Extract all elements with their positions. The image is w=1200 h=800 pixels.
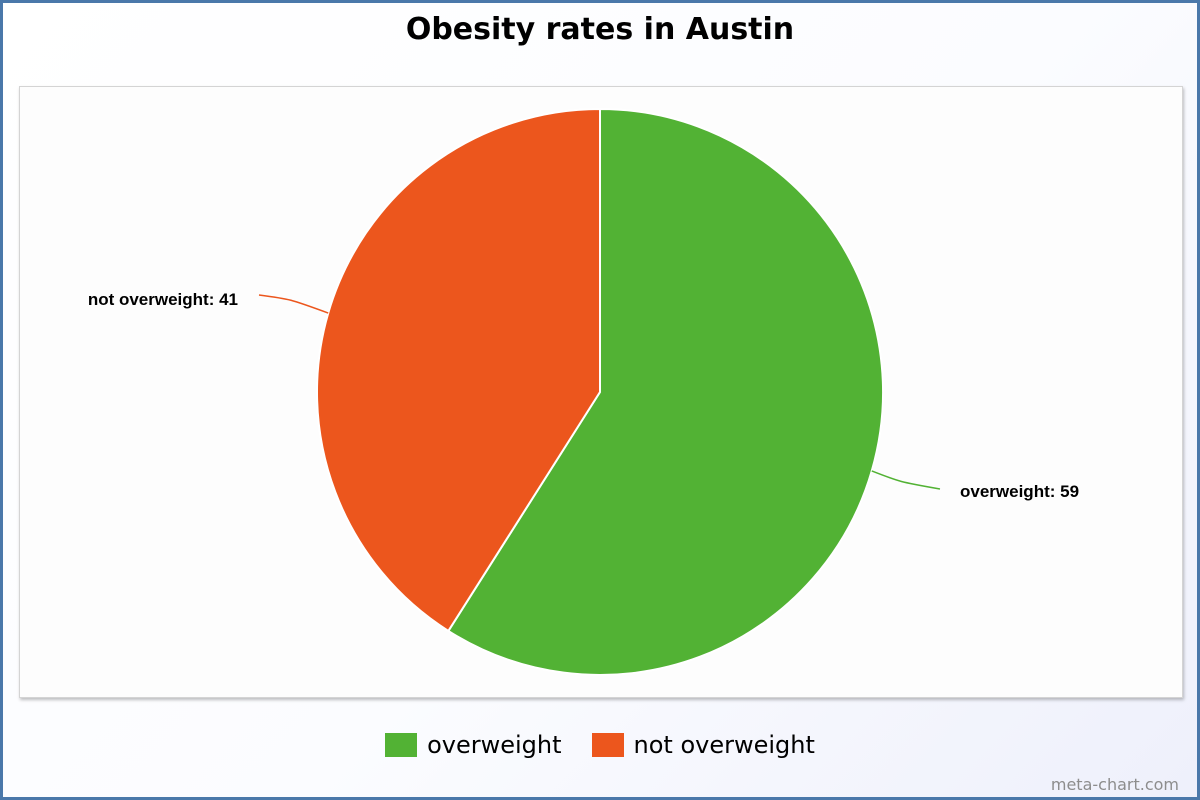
legend-swatch-overweight [385,733,418,757]
legend-label-not-overweight: not overweight [633,731,815,759]
legend-label-overweight: overweight [427,731,562,759]
pie-slice-not-overweight[interactable] [316,108,601,632]
watermark[interactable]: meta-chart.com [1050,775,1179,794]
label-connector-overweight [871,470,941,490]
legend-swatch-not-overweight [591,733,624,757]
legend-item-overweight[interactable]: overweight [385,731,562,759]
pie-slice-overweight[interactable] [447,108,884,676]
data-label-not-overweight: not overweight: 41 [88,290,238,309]
legend: overweight not overweight [0,731,1200,759]
legend-item-not-overweight[interactable]: not overweight [591,731,815,759]
chart-title: Obesity rates in Austin [405,12,795,47]
label-connector-not-overweight [258,294,329,314]
data-label-overweight: overweight: 59 [960,482,1079,501]
